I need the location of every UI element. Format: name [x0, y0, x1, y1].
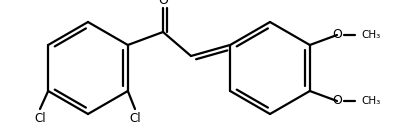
Text: Cl: Cl: [129, 112, 141, 124]
Text: Cl: Cl: [34, 112, 46, 124]
Text: O: O: [332, 29, 342, 42]
Text: CH₃: CH₃: [361, 96, 380, 106]
Text: O: O: [158, 0, 168, 7]
Text: CH₃: CH₃: [361, 30, 380, 40]
Text: O: O: [332, 95, 342, 108]
